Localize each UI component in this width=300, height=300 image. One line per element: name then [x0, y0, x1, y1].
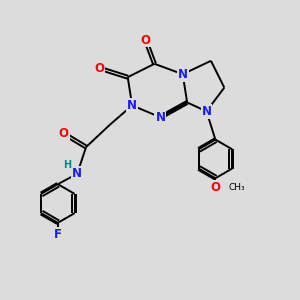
Text: CH₃: CH₃ [229, 183, 245, 192]
Text: N: N [202, 105, 212, 118]
Text: O: O [94, 62, 104, 75]
Text: O: O [140, 34, 151, 46]
Text: O: O [210, 181, 220, 194]
Text: N: N [155, 111, 165, 124]
Text: F: F [54, 228, 62, 241]
Text: N: N [127, 99, 137, 112]
Text: N: N [72, 167, 82, 180]
Text: O: O [59, 127, 69, 140]
Text: H: H [63, 160, 71, 170]
Text: N: N [178, 68, 188, 81]
